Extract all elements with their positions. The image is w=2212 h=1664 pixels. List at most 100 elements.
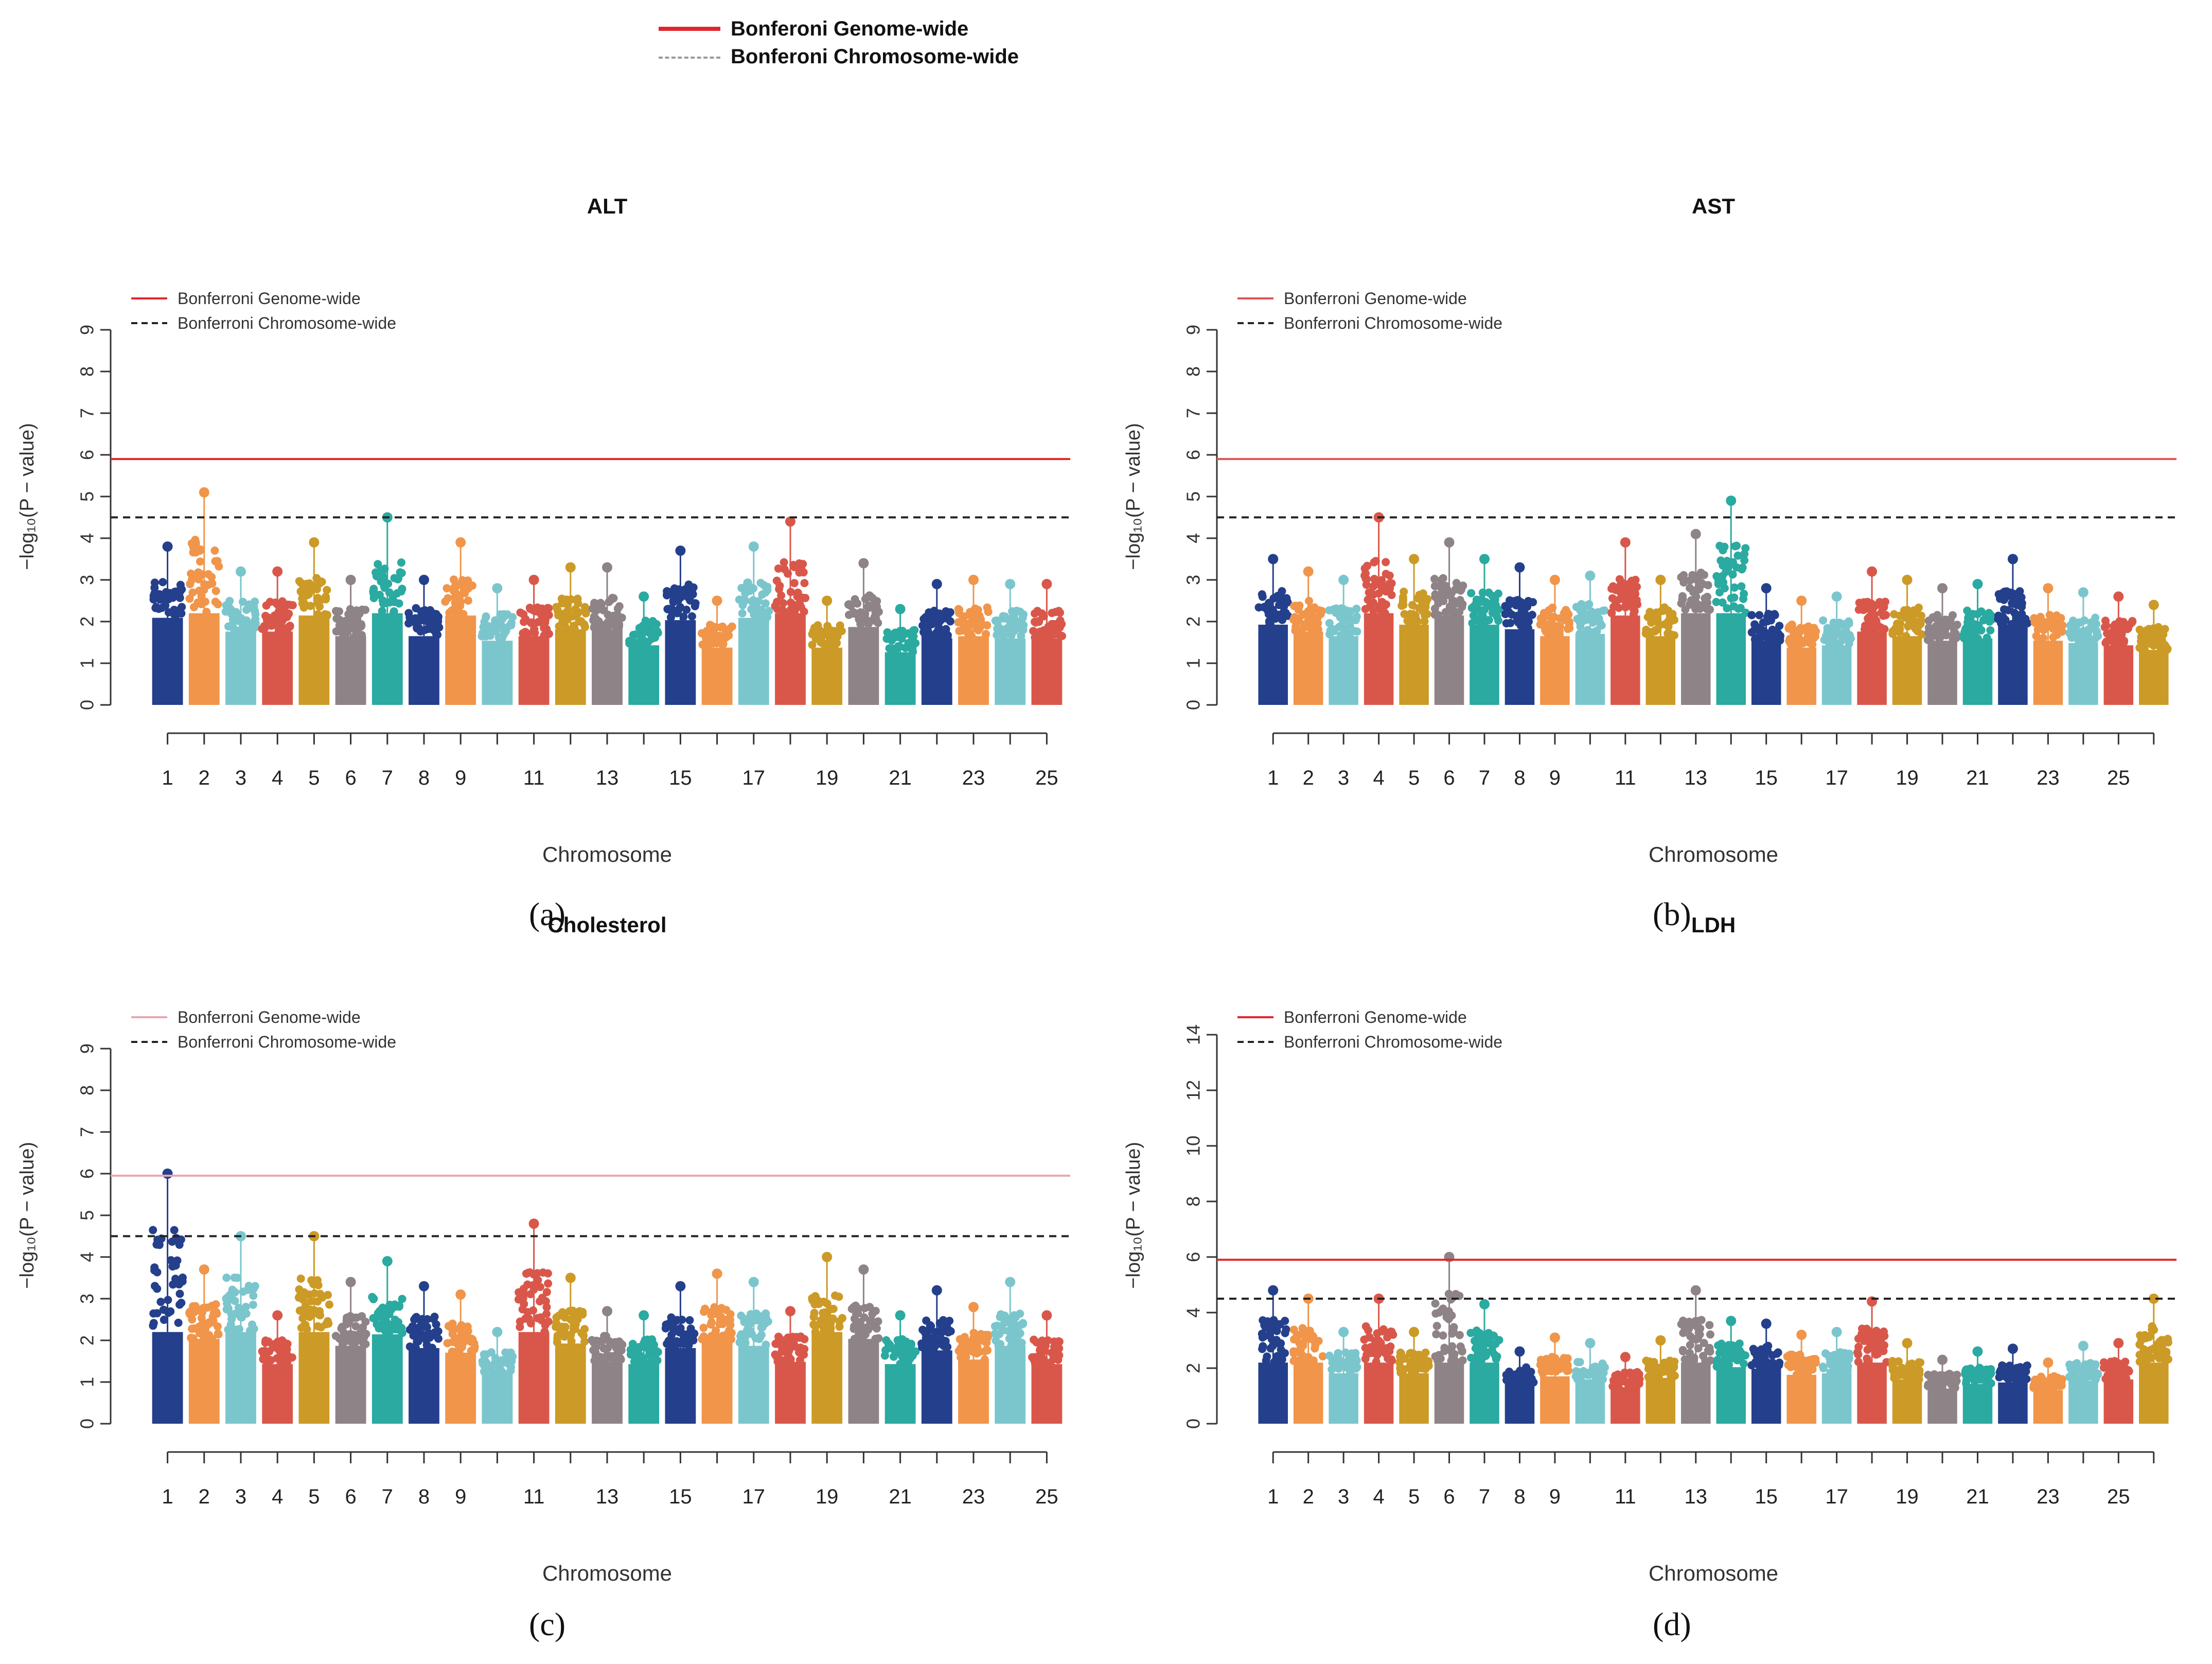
chromosome-20-points: [847, 1264, 883, 1424]
snp-point: [185, 594, 194, 603]
global-legend-genome-wide-label: Bonferoni Genome-wide: [731, 17, 969, 40]
x-tick-label: 9: [1549, 767, 1561, 789]
snp-point: [479, 1359, 487, 1368]
snp-point: [1439, 1304, 1447, 1313]
snp-point: [211, 587, 220, 595]
snp-point: [1280, 1349, 1289, 1357]
snp-point: [1786, 1362, 1795, 1371]
snp-point: [424, 618, 433, 627]
snp-point: [249, 1291, 258, 1300]
x-tick-label: 9: [1549, 1485, 1561, 1508]
snp-point: [397, 558, 405, 567]
chromosome-1-points: [1258, 1285, 1290, 1424]
snp-cluster: [2103, 645, 2134, 705]
snp-point: [1873, 1350, 1882, 1358]
chromosome-5-points: [1397, 554, 1432, 705]
y-tick-label: 2: [77, 616, 98, 627]
snp-point: [580, 1337, 589, 1346]
snp-point: [1528, 610, 1536, 619]
legend-chromosome-wide-label: Bonferroni Chromosome-wide: [178, 314, 396, 332]
x-tick-label: 25: [1035, 767, 1058, 789]
snp-point: [1328, 1358, 1337, 1367]
snp-point: [1685, 1349, 1694, 1357]
snp-point: [1880, 1341, 1888, 1350]
snp-point: [1960, 634, 1969, 643]
snp-point: [231, 1297, 239, 1305]
snp-point: [717, 1333, 726, 1342]
snp-point: [423, 1323, 432, 1332]
snp-point: [1670, 1357, 1679, 1366]
snp-point: [369, 587, 378, 596]
snp-point: [1413, 1363, 1422, 1372]
snp-point: [1400, 610, 1409, 618]
chromosome-8-points: [1502, 1346, 1538, 1424]
snp-point: [1054, 622, 1063, 630]
y-tick-label: 4: [1183, 1307, 1204, 1318]
snp-point: [738, 609, 747, 618]
chromosome-18-points: [1854, 566, 1890, 705]
snp-point: [726, 1310, 735, 1319]
y-tick-label: 8: [1183, 366, 1204, 377]
snp-point: [962, 1352, 970, 1361]
snp-point: [1362, 580, 1371, 589]
snp-point: [461, 1333, 469, 1342]
snp-point: [451, 582, 460, 591]
snp-point: [1694, 1329, 1703, 1337]
snp-point: [1842, 628, 1851, 636]
snp-point: [534, 618, 542, 627]
snp-point: [1723, 604, 1731, 613]
snp-point: [667, 1313, 676, 1322]
peak-snp-point: [639, 1310, 649, 1321]
snp-point: [571, 1320, 579, 1329]
snp-point: [1999, 595, 2008, 604]
snp-point: [1923, 635, 1932, 644]
snp-cluster: [1575, 1379, 1605, 1424]
snp-point: [2018, 603, 2026, 611]
peak-snp-point: [712, 1268, 722, 1279]
snp-point: [1541, 626, 1550, 634]
snp-point: [780, 565, 789, 574]
snp-point: [2162, 1349, 2171, 1357]
snp-point: [633, 1343, 642, 1352]
snp-point: [1316, 610, 1325, 618]
snp-point: [250, 1324, 258, 1333]
snp-point: [717, 1304, 726, 1313]
snp-point: [889, 1352, 898, 1361]
x-tick-label: 9: [455, 767, 466, 789]
snp-point: [375, 591, 384, 599]
snp-point: [809, 1313, 818, 1321]
peak-snp-point: [1005, 579, 1016, 590]
snp-point: [2071, 1373, 2079, 1382]
snp-point: [175, 1300, 184, 1309]
snp-point: [444, 1322, 453, 1331]
snp-cluster: [1293, 1362, 1323, 1424]
snp-point: [212, 1307, 221, 1316]
snp-point: [1031, 1353, 1040, 1361]
snp-cluster: [848, 1339, 879, 1424]
snp-point: [2164, 1355, 2172, 1364]
snp-point: [799, 1347, 808, 1355]
chromosome-3-points: [1325, 575, 1361, 705]
x-tick-label: 13: [596, 767, 619, 789]
snp-point: [2057, 623, 2066, 632]
x-tick-label: 1: [1267, 767, 1279, 789]
x-tick-label: 4: [272, 1485, 283, 1508]
snp-point: [799, 560, 807, 569]
chromosome-6-points: [331, 575, 369, 705]
peak-snp-point: [2078, 587, 2089, 598]
snp-point: [411, 1343, 420, 1352]
snp-point: [1950, 629, 1958, 638]
snp-point: [552, 1322, 560, 1331]
snp-point: [614, 617, 623, 626]
y-tick-label: 8: [77, 1085, 98, 1095]
snp-point: [526, 605, 535, 613]
chromosome-19-points: [1888, 1338, 1925, 1424]
snp-point: [350, 626, 359, 634]
snp-point: [726, 1316, 735, 1324]
snp-point: [1305, 608, 1314, 617]
snp-point: [1644, 1373, 1653, 1382]
snp-point: [188, 588, 197, 597]
snp-point: [2144, 1355, 2152, 1364]
snp-point: [1811, 632, 1819, 641]
snp-point: [800, 607, 808, 616]
